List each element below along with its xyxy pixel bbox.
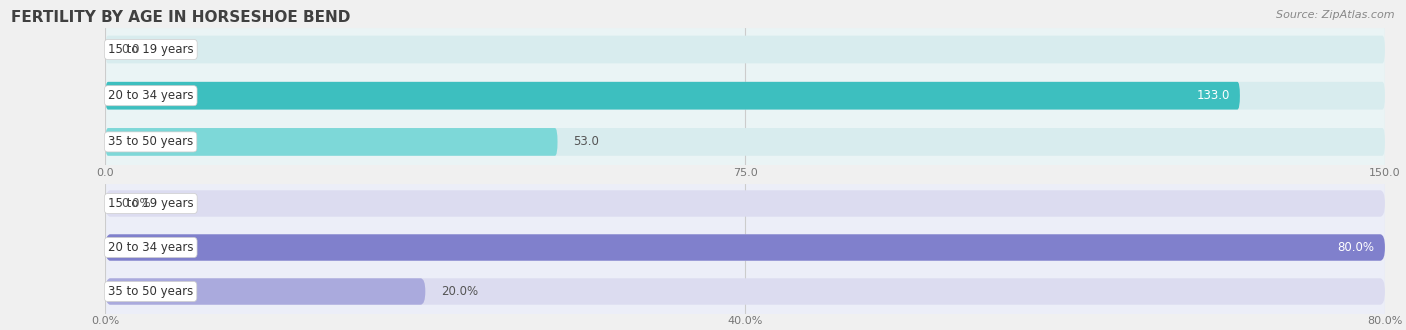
Text: 0.0%: 0.0% <box>121 197 150 210</box>
Text: 133.0: 133.0 <box>1197 89 1230 102</box>
FancyBboxPatch shape <box>105 128 1385 156</box>
FancyBboxPatch shape <box>105 36 1385 63</box>
Text: 15 to 19 years: 15 to 19 years <box>108 43 194 56</box>
Text: 20 to 34 years: 20 to 34 years <box>108 241 194 254</box>
FancyBboxPatch shape <box>105 278 1385 305</box>
FancyBboxPatch shape <box>105 234 1385 261</box>
FancyBboxPatch shape <box>105 128 558 156</box>
Text: 53.0: 53.0 <box>572 135 599 148</box>
FancyBboxPatch shape <box>105 234 1385 261</box>
Text: 15 to 19 years: 15 to 19 years <box>108 197 194 210</box>
Text: 20.0%: 20.0% <box>440 285 478 298</box>
FancyBboxPatch shape <box>105 82 1240 110</box>
Text: 0.0: 0.0 <box>121 43 139 56</box>
Text: 80.0%: 80.0% <box>1337 241 1375 254</box>
FancyBboxPatch shape <box>105 278 425 305</box>
FancyBboxPatch shape <box>105 190 1385 217</box>
Text: 35 to 50 years: 35 to 50 years <box>108 285 193 298</box>
Text: FERTILITY BY AGE IN HORSESHOE BEND: FERTILITY BY AGE IN HORSESHOE BEND <box>11 10 350 25</box>
Text: 35 to 50 years: 35 to 50 years <box>108 135 193 148</box>
Text: Source: ZipAtlas.com: Source: ZipAtlas.com <box>1277 10 1395 20</box>
FancyBboxPatch shape <box>105 82 1385 110</box>
Text: 20 to 34 years: 20 to 34 years <box>108 89 194 102</box>
